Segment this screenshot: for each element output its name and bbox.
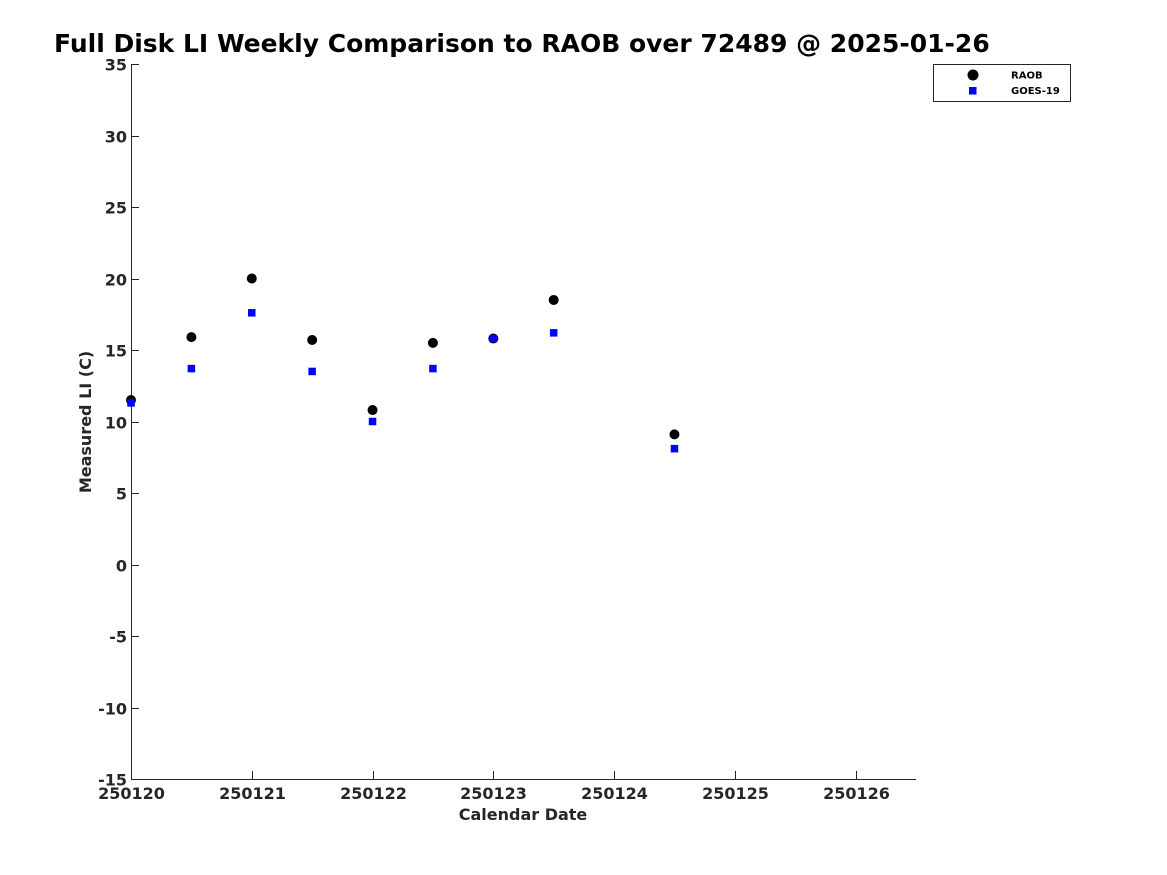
data-point-goes-19	[489, 334, 498, 343]
x-tick-label: 250124	[581, 784, 648, 803]
x-axis-label: Calendar Date	[459, 805, 588, 824]
y-tick-label: 25	[105, 199, 127, 218]
series-goes-19	[127, 309, 679, 453]
y-tick-label: 15	[105, 342, 127, 361]
y-tick-label: 35	[105, 56, 127, 75]
legend: RAOB GOES-19	[933, 64, 1071, 102]
y-tick-label: -5	[109, 628, 127, 647]
data-point-raob	[669, 429, 680, 440]
legend-goes19-label: GOES-19	[1011, 86, 1060, 97]
legend-raob-label: RAOB	[1011, 71, 1043, 82]
y-axis-label: Measured LI (C)	[76, 351, 95, 493]
data-point-raob	[186, 332, 197, 343]
x-tick-label: 250125	[702, 784, 769, 803]
legend-goes19-marker	[969, 87, 977, 95]
series-raob	[126, 273, 680, 440]
y-tick-label: 20	[105, 271, 127, 290]
legend-box	[933, 64, 1071, 102]
plot-axes	[131, 64, 916, 780]
y-tick-label: -10	[98, 700, 127, 719]
data-point-raob	[427, 337, 438, 348]
legend-raob-marker	[967, 69, 979, 81]
x-tick-label: 250121	[219, 784, 286, 803]
data-point-goes-19	[187, 364, 196, 373]
y-axis-ticks: -15 -10 -5 0 5 10 15 20 25 30 35	[98, 56, 139, 790]
y-tick-label: 30	[105, 128, 127, 147]
x-tick-label: 250123	[460, 784, 527, 803]
series-layer	[126, 273, 680, 453]
y-tick-label: 5	[116, 485, 127, 504]
data-point-goes-19	[429, 364, 437, 373]
data-point-raob	[246, 273, 257, 284]
x-tick-label: 250126	[823, 784, 890, 803]
data-point-raob	[367, 405, 378, 416]
data-point-goes-19	[127, 399, 135, 407]
y-tick-label: -15	[98, 771, 127, 790]
data-point-goes-19	[368, 417, 377, 426]
x-tick-label: 250122	[340, 784, 407, 803]
data-point-goes-19	[670, 444, 679, 453]
data-point-goes-19	[308, 367, 316, 376]
data-point-goes-19	[549, 329, 558, 337]
data-point-raob	[307, 334, 318, 345]
x-axis-ticks: 250120 250121 250122 250123 250124 250125 2501…	[98, 771, 890, 803]
x-tick-label: 250120	[98, 784, 165, 803]
y-tick-label: 0	[116, 557, 127, 576]
y-tick-label: 10	[105, 414, 127, 433]
data-point-raob	[548, 294, 559, 305]
data-point-goes-19	[248, 309, 256, 317]
chart-title: Full Disk LI Weekly Comparison to RAOB o…	[54, 29, 990, 58]
